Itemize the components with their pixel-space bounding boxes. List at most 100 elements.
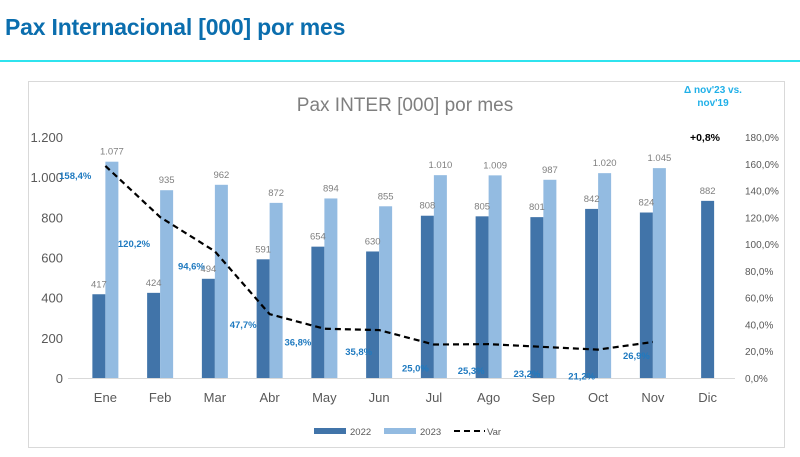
var-line-group	[104, 165, 654, 351]
var-data-label: 21,2%	[568, 372, 595, 383]
x-category-label: Dic	[698, 390, 717, 405]
x-category-label: Ene	[94, 390, 117, 405]
bar-2023	[543, 179, 557, 378]
bar-2022	[201, 278, 215, 378]
annotation-value: +0,8%	[690, 132, 721, 144]
var-data-label: 158,4%	[59, 171, 92, 182]
x-category-label: Ago	[477, 390, 500, 405]
bar-2022	[147, 292, 161, 378]
var-data-label: 47,7%	[230, 320, 257, 331]
y-right-tick-label: 40,0%	[745, 320, 773, 331]
x-category-label: May	[312, 390, 337, 405]
y-left-tick-label: 1.000	[30, 170, 63, 185]
bar-label-2023: 894	[323, 183, 339, 194]
bar-2022	[475, 216, 489, 378]
y-right-tick-label: 180,0%	[745, 133, 779, 144]
bar-2022	[420, 215, 434, 378]
x-category-label: Feb	[149, 390, 171, 405]
y-axis-right: 0,0% 20,0% 40,0% 60,0% 80,0% 100,0% 120,0% 140,…	[745, 133, 779, 385]
bar-2023	[160, 190, 174, 378]
x-category-label: Mar	[204, 390, 227, 405]
bar-2023	[379, 206, 393, 378]
var-data-label: 23,2%	[513, 369, 540, 380]
x-axis-categories: Ene Feb Mar Abr May Jun Jul Ago Sep Oct Nov Dic	[94, 390, 718, 405]
bar-label-2022: 842	[584, 194, 600, 205]
page-title: Pax Internacional [000] por mes	[5, 14, 346, 40]
y-left-tick-label: 400	[41, 291, 63, 306]
bar-labels: 417 1.077 424 935 494 962 591 872 654 894 630 855 80…	[91, 147, 716, 291]
legend-label-2023: 2023	[420, 427, 441, 438]
legend-swatch-2022	[314, 428, 346, 434]
x-category-label: Abr	[260, 390, 281, 405]
bar-label-2023: 855	[378, 191, 394, 202]
bar-2022	[701, 200, 715, 378]
y-left-tick-label: 600	[41, 251, 63, 266]
y-right-tick-label: 80,0%	[745, 267, 773, 278]
bar-label-2022: 630	[365, 236, 381, 247]
var-data-label: 26,9%	[623, 351, 650, 362]
var-data-label: 120,2%	[118, 239, 151, 250]
bar-2022	[639, 212, 653, 378]
var-data-label: 25,0%	[402, 364, 429, 375]
bar-label-2022: 805	[474, 201, 490, 212]
bar-label-2022: 591	[255, 244, 271, 255]
var-line	[104, 165, 654, 351]
bar-label-2022: 801	[529, 202, 545, 213]
bar-label-2023: 1.045	[647, 153, 671, 164]
bar-label-2022: 654	[310, 232, 326, 243]
bar-2023	[488, 175, 502, 378]
bar-label-2022: 808	[419, 201, 435, 212]
legend: 2022 2023 Var	[314, 427, 501, 438]
y-left-tick-label: 1.200	[30, 130, 63, 145]
legend-swatch-2023	[384, 428, 416, 434]
title-divider	[0, 60, 800, 62]
bar-2022	[311, 246, 325, 378]
bar-2022	[585, 208, 599, 378]
bar-label-2022: 882	[700, 186, 716, 197]
chart-title: Pax INTER [000] por mes	[297, 95, 513, 116]
bar-2023	[105, 161, 119, 378]
annotation-title-line2: nov'19	[697, 98, 729, 109]
bar-2023	[324, 198, 338, 378]
bar-2022	[366, 251, 380, 378]
bar-label-2022: 824	[638, 198, 654, 209]
annotation-title-line1: Δ nov'23 vs.	[684, 85, 742, 96]
x-category-label: Jun	[369, 390, 390, 405]
bar-2023	[433, 175, 447, 378]
var-data-label: 35,8%	[345, 347, 372, 358]
bar-label-2023: 935	[159, 175, 175, 186]
x-category-label: Sep	[532, 390, 555, 405]
bar-label-2023: 1.010	[428, 160, 452, 171]
y-right-tick-label: 20,0%	[745, 347, 773, 358]
var-data-label: 36,8%	[284, 338, 311, 349]
y-right-tick-label: 120,0%	[745, 213, 779, 224]
bar-2022	[92, 294, 106, 378]
y-right-tick-label: 100,0%	[745, 240, 779, 251]
bar-label-2022: 424	[146, 278, 162, 289]
x-category-label: Jul	[426, 390, 443, 405]
y-left-tick-label: 0	[56, 371, 63, 386]
y-right-tick-label: 60,0%	[745, 294, 773, 305]
y-left-tick-label: 800	[41, 210, 63, 225]
bar-label-2023: 872	[268, 188, 284, 199]
var-labels: 158,4% 120,2% 94,6% 47,7% 36,8% 35,8% 25,0% 25,…	[59, 171, 650, 383]
var-data-label: 25,3%	[458, 366, 485, 377]
y-axis-left: 0 200 400 600 800 1.000 1.200	[30, 130, 63, 386]
bar-label-2023: 1.009	[483, 160, 507, 171]
bar-label-2022: 417	[91, 279, 107, 290]
bar-2023	[598, 173, 612, 378]
x-category-label: Oct	[588, 390, 609, 405]
bar-2023	[652, 168, 666, 378]
bar-label-2023: 987	[542, 165, 558, 176]
bar-label-2022: 494	[200, 264, 216, 275]
y-right-tick-label: 0,0%	[745, 374, 768, 385]
bars	[92, 161, 715, 378]
bar-2023	[214, 184, 228, 378]
y-right-tick-label: 140,0%	[745, 187, 779, 198]
x-category-label: Nov	[641, 390, 665, 405]
delta-annotation: Δ nov'23 vs. nov'19 +0,8%	[684, 85, 742, 144]
y-left-tick-label: 200	[41, 331, 63, 346]
bar-label-2023: 962	[213, 170, 229, 181]
bar-label-2023: 1.077	[100, 147, 124, 158]
